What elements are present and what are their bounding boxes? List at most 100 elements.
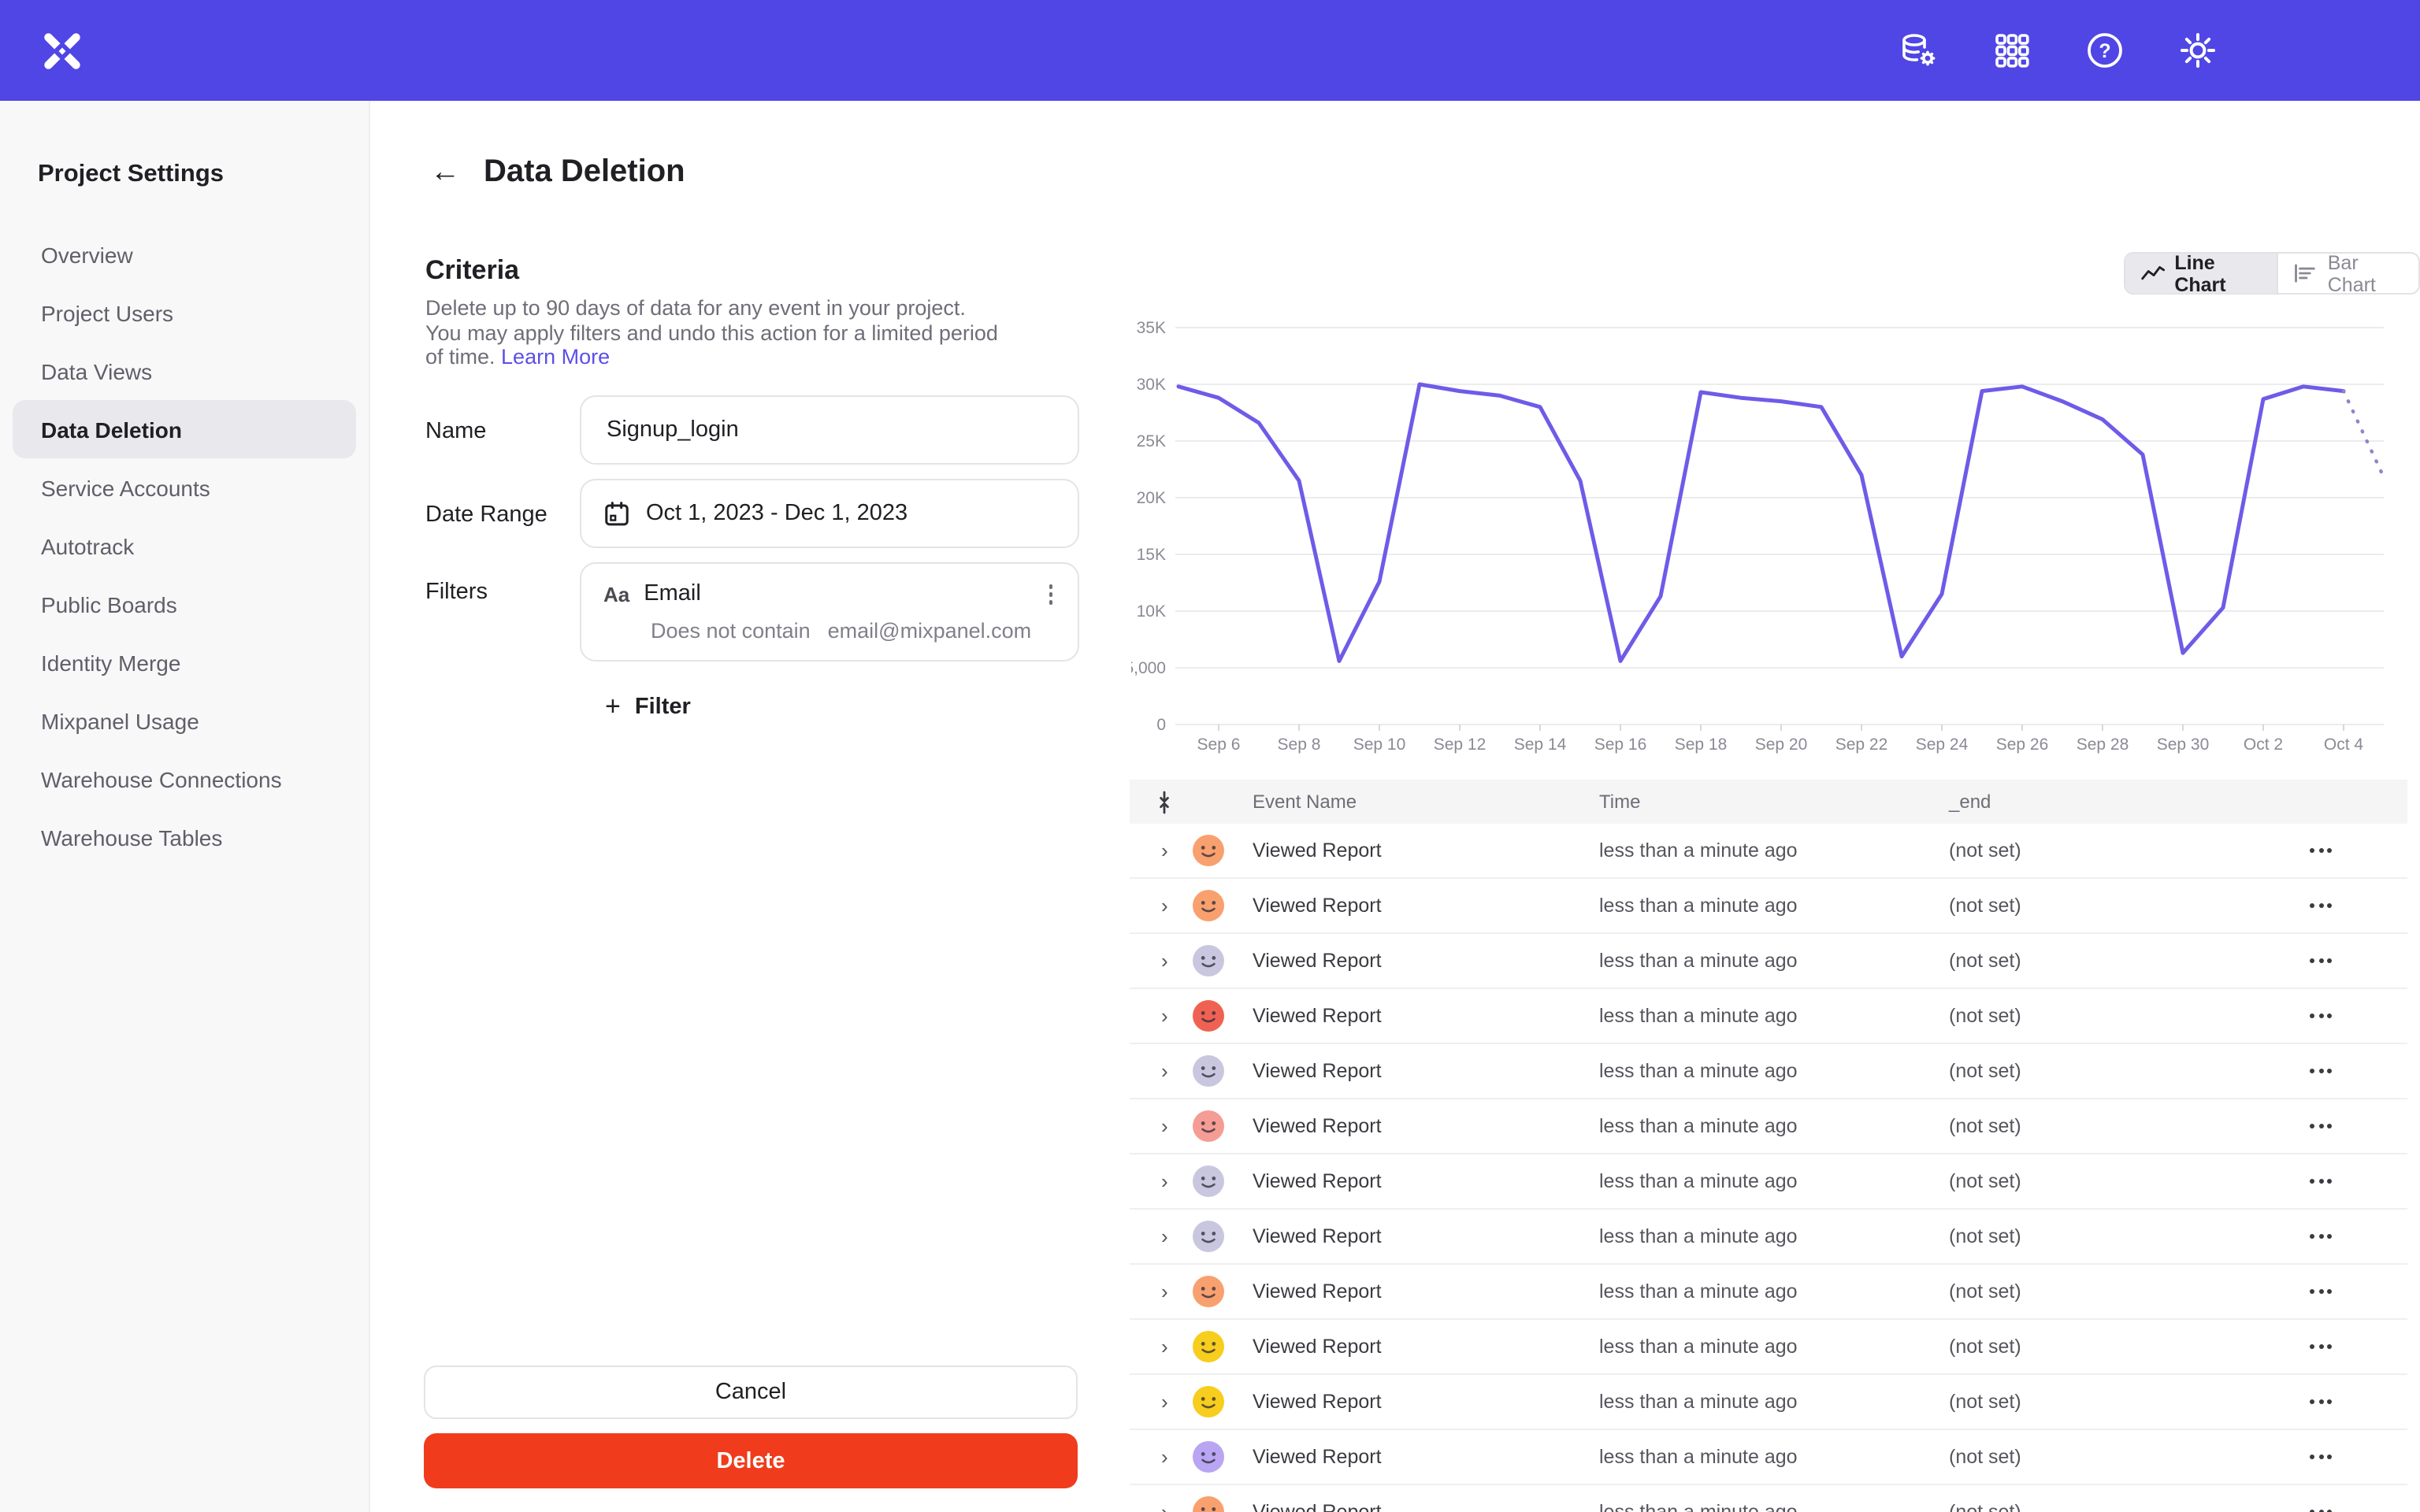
- sidebar-item-warehouse-tables[interactable]: Warehouse Tables: [41, 825, 223, 850]
- expand-row-chevron-icon[interactable]: ›: [1161, 1335, 1168, 1358]
- time-cell: less than a minute ago: [1599, 839, 1798, 862]
- end-cell: (not set): [1949, 839, 2021, 862]
- sidebar-item-data-views[interactable]: Data Views: [41, 358, 153, 384]
- events-line-chart: 0 5,000 10K 15K 20K 25K 30K 35K Sep 6 Sep 8 Sep 10…: [1131, 319, 2386, 754]
- time-cell: less than a minute ago: [1599, 1336, 1798, 1358]
- sidebar-item-service-accounts[interactable]: Service Accounts: [41, 475, 210, 500]
- sidebar-item-warehouse-connections[interactable]: Warehouse Connections: [41, 766, 282, 791]
- time-cell: less than a minute ago: [1599, 895, 1798, 917]
- time-cell: less than a minute ago: [1599, 1005, 1798, 1027]
- cancel-button[interactable]: Cancel: [424, 1366, 1078, 1419]
- row-more-options-icon[interactable]: [2310, 1455, 2332, 1459]
- expand-row-chevron-icon[interactable]: ›: [1161, 839, 1168, 862]
- event-name-cell: Viewed Report: [1253, 1446, 1382, 1468]
- row-more-options-icon[interactable]: [2310, 1234, 2332, 1239]
- delete-button[interactable]: Delete: [424, 1433, 1078, 1488]
- expand-row-chevron-icon[interactable]: ›: [1161, 949, 1168, 973]
- expand-row-chevron-icon[interactable]: ›: [1161, 1280, 1168, 1303]
- apps-grid-icon[interactable]: [1991, 30, 2032, 71]
- time-cell: less than a minute ago: [1599, 950, 1798, 972]
- expand-row-chevron-icon[interactable]: ›: [1161, 1445, 1168, 1469]
- svg-text:Sep 10: Sep 10: [1353, 736, 1406, 754]
- column-header-time[interactable]: Time: [1599, 791, 1641, 813]
- avatar: [1193, 1110, 1224, 1142]
- expand-row-chevron-icon[interactable]: ›: [1161, 1169, 1168, 1193]
- sidebar-item-data-deletion[interactable]: Data Deletion: [13, 400, 356, 458]
- learn-more-link[interactable]: Learn More: [501, 345, 611, 369]
- column-header-event-name[interactable]: Event Name: [1253, 791, 1357, 813]
- help-icon[interactable]: ?: [2084, 30, 2125, 71]
- table-row: › Viewed Report less than a minute ago (…: [1130, 1320, 2407, 1375]
- row-more-options-icon[interactable]: [2310, 1014, 2332, 1018]
- svg-text:25K: 25K: [1137, 432, 1166, 450]
- event-name-cell: Viewed Report: [1253, 895, 1382, 917]
- settings-icon[interactable]: [2177, 30, 2218, 71]
- svg-text:Sep 30: Sep 30: [2157, 736, 2210, 754]
- page-title: Data Deletion: [484, 154, 685, 189]
- name-label: Name: [425, 419, 487, 444]
- svg-text:Oct 2: Oct 2: [2244, 736, 2283, 754]
- svg-text:30K: 30K: [1137, 376, 1166, 394]
- sidebar-item-overview[interactable]: Overview: [41, 242, 133, 267]
- column-header-end[interactable]: _end: [1949, 791, 1991, 813]
- sidebar-item-project-users[interactable]: Project Users: [41, 300, 174, 325]
- avatar: [1193, 1441, 1224, 1473]
- sidebar-item-autotrack[interactable]: Autotrack: [41, 533, 135, 558]
- svg-text:Sep 20: Sep 20: [1755, 736, 1808, 754]
- sidebar-item-identity-merge[interactable]: Identity Merge: [41, 650, 181, 675]
- avatar: [1193, 835, 1224, 866]
- time-cell: less than a minute ago: [1599, 1115, 1798, 1137]
- filter-options-icon[interactable]: [1042, 581, 1059, 607]
- top-navigation-bar: ?: [0, 0, 2420, 101]
- date-range-value: Oct 1, 2023 - Dec 1, 2023: [646, 501, 908, 526]
- bar-chart-toggle[interactable]: Bar Chart: [2277, 254, 2418, 293]
- event-name-cell: Viewed Report: [1253, 1060, 1382, 1082]
- row-more-options-icon[interactable]: [2310, 1069, 2332, 1073]
- row-more-options-icon[interactable]: [2310, 1179, 2332, 1184]
- table-row: › Viewed Report less than a minute ago (…: [1130, 1485, 2407, 1512]
- sidebar-item-mixpanel-usage[interactable]: Mixpanel Usage: [41, 708, 199, 733]
- expand-row-chevron-icon[interactable]: ›: [1161, 1114, 1168, 1138]
- criteria-heading: Criteria: [425, 255, 520, 285]
- filter-card[interactable]: Aa Email Does not contain email@mixpanel…: [580, 562, 1079, 662]
- event-name-cell: Viewed Report: [1253, 1501, 1382, 1512]
- filter-operator[interactable]: Does not contain: [651, 618, 811, 642]
- table-row: › Viewed Report less than a minute ago (…: [1130, 879, 2407, 934]
- table-row: › Viewed Report less than a minute ago (…: [1130, 1154, 2407, 1210]
- event-name-cell: Viewed Report: [1253, 1115, 1382, 1137]
- line-chart-icon: [2141, 265, 2166, 280]
- expand-row-chevron-icon[interactable]: ›: [1161, 1500, 1168, 1512]
- expand-row-chevron-icon[interactable]: ›: [1161, 1390, 1168, 1414]
- expand-row-chevron-icon[interactable]: ›: [1161, 1004, 1168, 1028]
- date-range-input[interactable]: Oct 1, 2023 - Dec 1, 2023: [580, 479, 1079, 548]
- svg-text:Sep 26: Sep 26: [1996, 736, 2049, 754]
- row-more-options-icon[interactable]: [2310, 1399, 2332, 1404]
- mixpanel-logo-icon[interactable]: [41, 30, 84, 72]
- sort-rows-icon[interactable]: [1155, 791, 1174, 814]
- time-cell: less than a minute ago: [1599, 1391, 1798, 1413]
- expand-row-chevron-icon[interactable]: ›: [1161, 894, 1168, 917]
- row-more-options-icon[interactable]: [2310, 958, 2332, 963]
- svg-text:Oct 4: Oct 4: [2324, 736, 2364, 754]
- line-chart-toggle[interactable]: Line Chart: [2125, 254, 2277, 293]
- back-arrow-icon[interactable]: ←: [430, 156, 460, 189]
- data-management-icon[interactable]: [1899, 30, 1939, 71]
- filter-value[interactable]: email@mixpanel.com: [827, 618, 1032, 642]
- row-more-options-icon[interactable]: [2310, 903, 2332, 908]
- table-row: › Viewed Report less than a minute ago (…: [1130, 824, 2407, 879]
- avatar: [1193, 890, 1224, 921]
- row-more-options-icon[interactable]: [2310, 1344, 2332, 1349]
- name-input[interactable]: Signup_login: [580, 395, 1079, 465]
- row-more-options-icon[interactable]: [2310, 1124, 2332, 1128]
- row-more-options-icon[interactable]: [2310, 848, 2332, 853]
- row-more-options-icon[interactable]: [2310, 1289, 2332, 1294]
- row-more-options-icon[interactable]: [2310, 1510, 2332, 1512]
- end-cell: (not set): [1949, 950, 2021, 972]
- sidebar-item-public-boards[interactable]: Public Boards: [41, 591, 177, 617]
- add-filter-button[interactable]: + Filter: [605, 691, 691, 723]
- svg-text:Sep 22: Sep 22: [1835, 736, 1888, 754]
- svg-text:5,000: 5,000: [1131, 659, 1166, 677]
- table-body: › Viewed Report less than a minute ago (…: [1130, 824, 2407, 1512]
- expand-row-chevron-icon[interactable]: ›: [1161, 1059, 1168, 1083]
- expand-row-chevron-icon[interactable]: ›: [1161, 1225, 1168, 1248]
